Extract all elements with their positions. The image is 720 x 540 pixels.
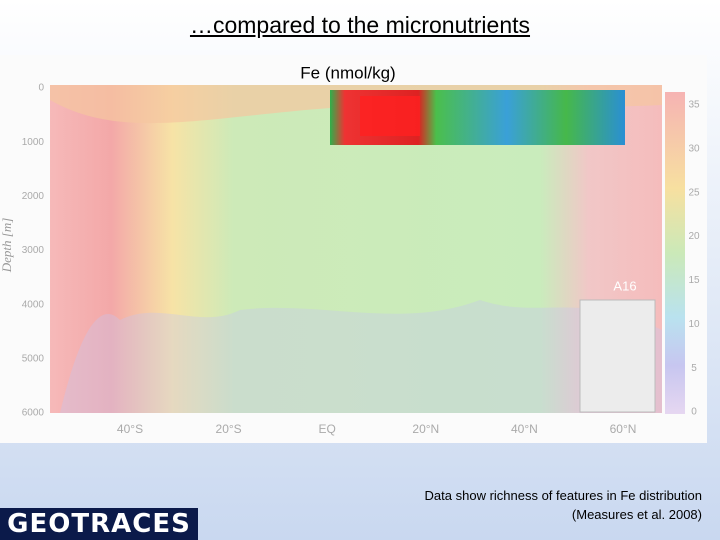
latitude-tick-label: 40°S: [117, 422, 143, 436]
depth-tick-label: 3000: [22, 245, 45, 256]
bottom-water: [60, 300, 662, 413]
colorbar-tick-label: 35: [688, 100, 700, 111]
colorbar-tick-label: 25: [688, 187, 700, 198]
colorbar-tick-label: 20: [688, 231, 700, 242]
panel-title: Fe (nmol/kg): [300, 63, 395, 82]
y-axis-label: Depth [m]: [0, 218, 14, 274]
slide-title: …compared to the micronutrients: [0, 12, 720, 39]
latitude-tick-label: 40°N: [511, 422, 538, 436]
caption-line: (Measures et al. 2008): [571, 507, 702, 522]
caption: Data show richness of features in Fe dis…: [425, 486, 702, 524]
title-text: …compared to the micronutrients: [189, 12, 531, 38]
latitude-tick-label: 20°S: [216, 422, 242, 436]
section-plot: Fe (nmol/kg) Depth [m] A16 0 1000 2000 3000…: [0, 63, 700, 437]
colorbar-tick-label: 10: [688, 319, 700, 330]
colorbar-tick-label: 30: [688, 143, 700, 154]
logo: GEOTRACES: [0, 508, 198, 540]
colorbar-tick-label: 5: [691, 363, 697, 374]
colorbar: [665, 92, 685, 414]
map-label: A16: [613, 278, 636, 293]
latitude-tick-label: EQ: [319, 422, 336, 436]
fe-maximum: [360, 96, 420, 136]
latitude-tick-label: 60°N: [610, 422, 637, 436]
caption-line: Data show richness of features in Fe dis…: [424, 488, 702, 503]
colorbar-tick-label: 15: [688, 275, 700, 286]
depth-tick-label: 1000: [22, 137, 45, 148]
depth-tick-label: 6000: [22, 408, 45, 419]
latitude-tick-label: 20°N: [412, 422, 439, 436]
depth-tick-label: 5000: [22, 353, 45, 364]
depth-tick-label: 0: [38, 83, 44, 94]
colorbar-tick-label: 0: [691, 407, 697, 418]
depth-tick-label: 2000: [22, 191, 45, 202]
depth-tick-label: 4000: [22, 299, 45, 310]
map-inset: [579, 299, 656, 413]
